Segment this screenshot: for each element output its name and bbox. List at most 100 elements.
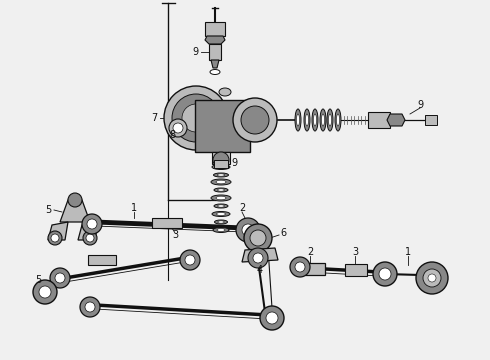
Circle shape: [86, 234, 94, 242]
Circle shape: [48, 231, 62, 245]
Ellipse shape: [213, 228, 229, 233]
Ellipse shape: [218, 189, 224, 191]
Ellipse shape: [218, 221, 224, 223]
Polygon shape: [78, 222, 98, 240]
Ellipse shape: [215, 220, 227, 224]
Circle shape: [260, 306, 284, 330]
Ellipse shape: [210, 69, 220, 75]
Circle shape: [172, 94, 220, 142]
Ellipse shape: [217, 212, 225, 216]
Circle shape: [236, 218, 260, 242]
Ellipse shape: [217, 166, 225, 168]
Ellipse shape: [216, 196, 226, 200]
Polygon shape: [387, 114, 405, 126]
Text: 9: 9: [192, 47, 198, 57]
Text: 5: 5: [45, 205, 51, 215]
Bar: [368, 112, 390, 128]
Circle shape: [266, 312, 278, 324]
Ellipse shape: [305, 114, 309, 126]
Text: 7: 7: [151, 113, 157, 123]
Circle shape: [379, 268, 391, 280]
Ellipse shape: [296, 114, 299, 126]
Ellipse shape: [335, 109, 341, 131]
Polygon shape: [205, 36, 225, 44]
Ellipse shape: [211, 195, 231, 201]
Circle shape: [55, 273, 65, 283]
Circle shape: [253, 253, 263, 263]
Bar: [152, 218, 182, 228]
Ellipse shape: [337, 114, 340, 126]
Circle shape: [242, 224, 254, 236]
Text: 1: 1: [131, 203, 137, 213]
Circle shape: [244, 224, 272, 252]
Circle shape: [33, 280, 57, 304]
Ellipse shape: [217, 174, 225, 176]
Text: 5: 5: [35, 275, 41, 285]
Circle shape: [51, 234, 59, 242]
Circle shape: [169, 119, 187, 137]
Circle shape: [80, 297, 100, 317]
Ellipse shape: [211, 179, 231, 185]
Bar: [425, 115, 437, 125]
Ellipse shape: [212, 212, 230, 216]
Ellipse shape: [304, 109, 310, 131]
Text: 3: 3: [352, 247, 358, 257]
Circle shape: [85, 302, 95, 312]
Text: 3: 3: [172, 230, 178, 240]
Ellipse shape: [219, 88, 231, 96]
Circle shape: [241, 106, 269, 134]
Circle shape: [185, 255, 195, 265]
Circle shape: [250, 230, 266, 246]
Circle shape: [173, 123, 183, 133]
Text: 9: 9: [417, 100, 423, 110]
Circle shape: [213, 152, 229, 168]
Circle shape: [233, 98, 277, 142]
Ellipse shape: [216, 180, 226, 184]
Ellipse shape: [218, 205, 224, 207]
Circle shape: [248, 248, 268, 268]
Circle shape: [290, 257, 310, 277]
Text: 2: 2: [307, 247, 313, 257]
Polygon shape: [60, 200, 90, 222]
Ellipse shape: [217, 229, 225, 231]
Ellipse shape: [214, 173, 228, 177]
Circle shape: [416, 262, 448, 294]
Bar: [212, 152, 230, 164]
Bar: [209, 44, 221, 60]
Ellipse shape: [314, 114, 317, 126]
Circle shape: [428, 274, 436, 282]
Bar: [88, 255, 116, 265]
Polygon shape: [211, 60, 219, 68]
Text: 9: 9: [231, 158, 237, 168]
Circle shape: [39, 286, 51, 298]
Text: 4: 4: [257, 265, 263, 275]
Circle shape: [68, 193, 82, 207]
Circle shape: [82, 214, 102, 234]
Text: 1: 1: [405, 247, 411, 257]
Ellipse shape: [312, 109, 318, 131]
Bar: [305, 263, 325, 275]
Text: 2: 2: [239, 203, 245, 213]
Text: 6: 6: [280, 228, 286, 238]
Ellipse shape: [212, 165, 230, 170]
Circle shape: [180, 250, 200, 270]
Circle shape: [50, 268, 70, 288]
Circle shape: [423, 269, 441, 287]
Circle shape: [182, 104, 210, 132]
Ellipse shape: [214, 204, 228, 208]
Polygon shape: [48, 222, 68, 240]
Ellipse shape: [320, 109, 326, 131]
Ellipse shape: [295, 109, 301, 131]
Bar: [205, 22, 225, 36]
Circle shape: [295, 262, 305, 272]
Circle shape: [87, 219, 97, 229]
Circle shape: [83, 231, 97, 245]
Ellipse shape: [327, 109, 333, 131]
Circle shape: [164, 86, 228, 150]
Ellipse shape: [328, 114, 332, 126]
Bar: [195, 100, 250, 152]
Circle shape: [373, 262, 397, 286]
Ellipse shape: [214, 188, 228, 192]
Text: 8: 8: [169, 130, 175, 140]
Ellipse shape: [321, 114, 324, 126]
